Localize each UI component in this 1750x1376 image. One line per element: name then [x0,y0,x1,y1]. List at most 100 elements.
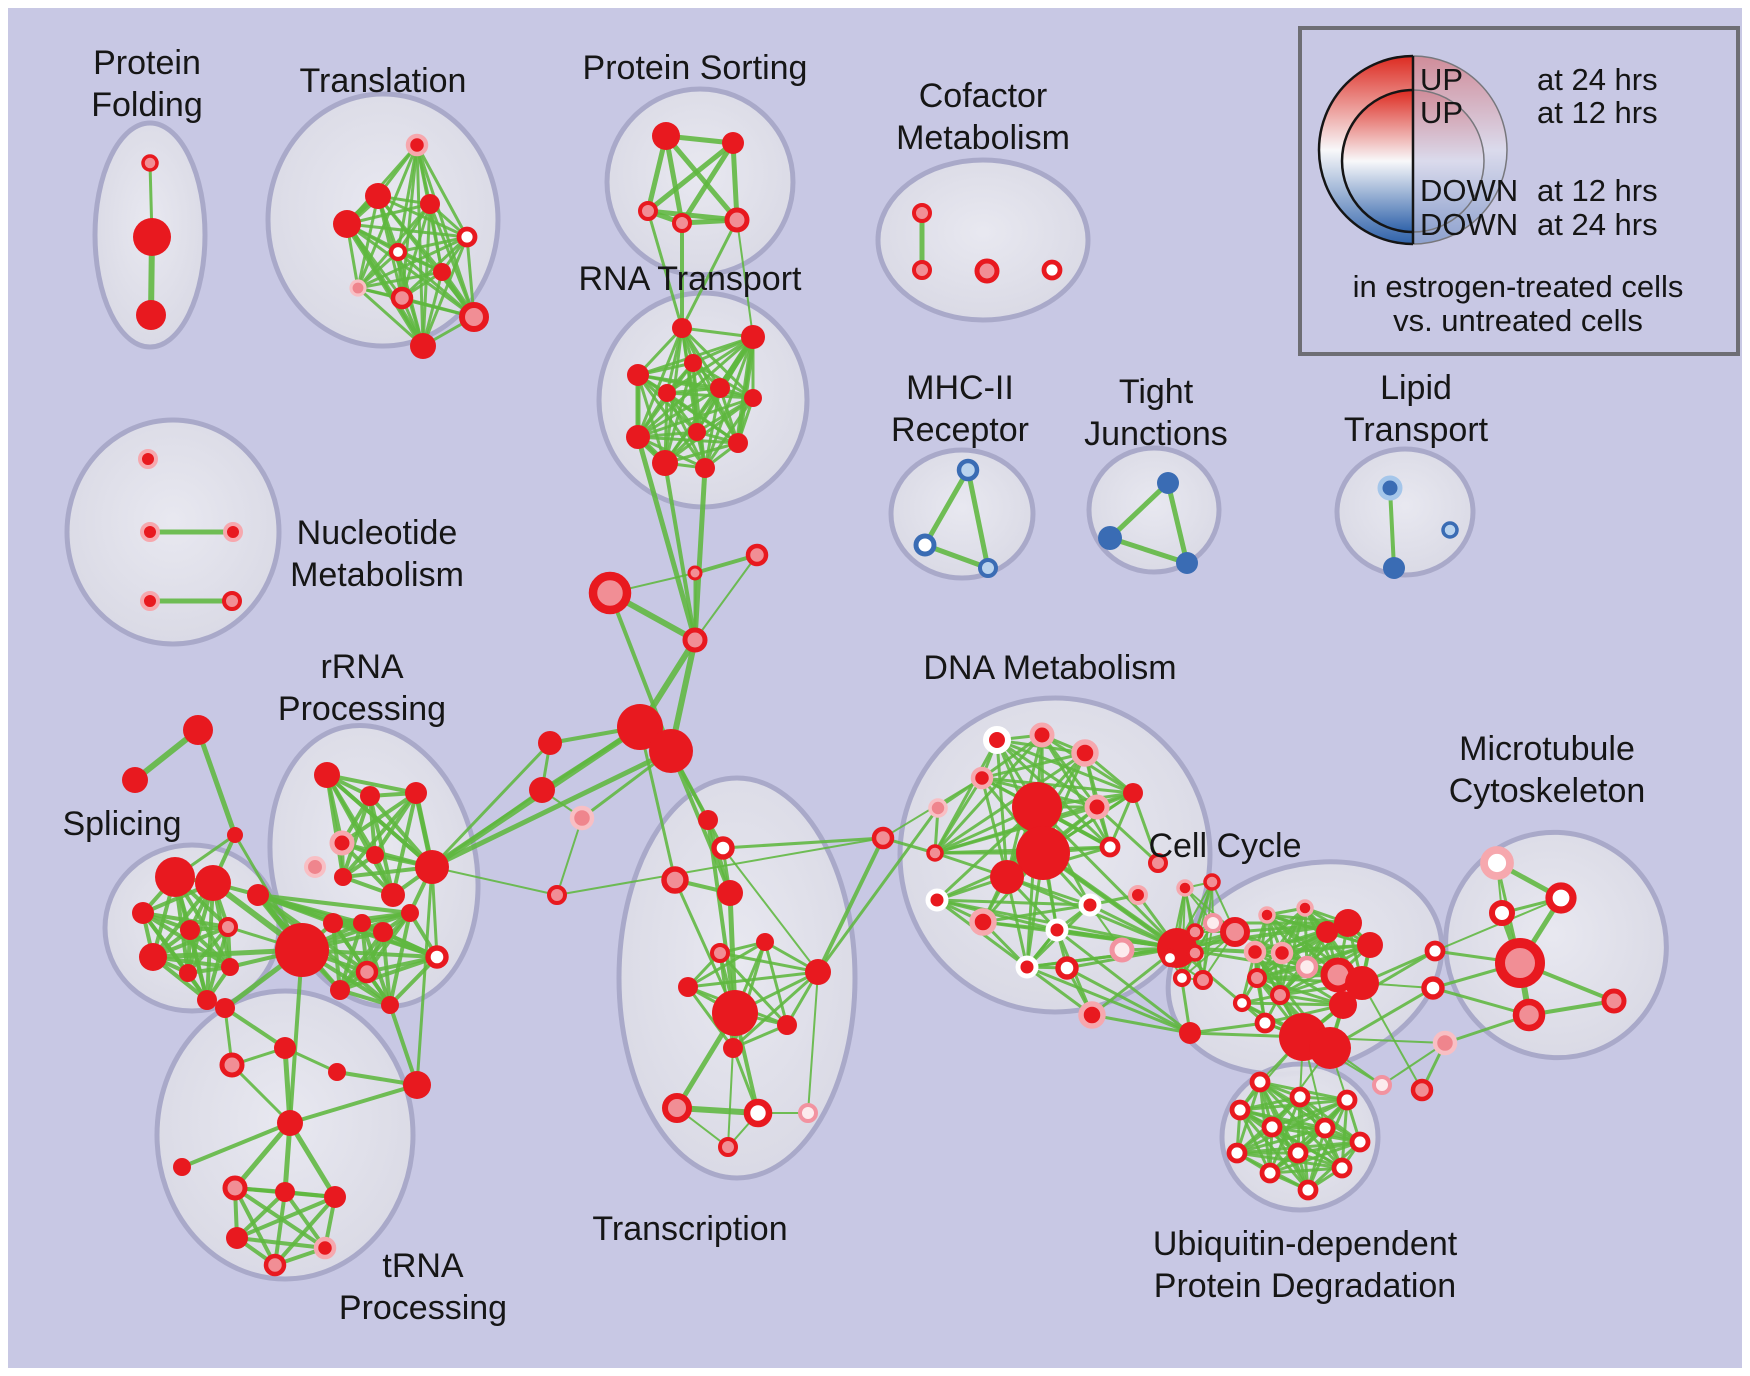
legend-time-0: at 24 hrs [1537,62,1658,97]
gene-node [381,996,399,1014]
gene-node [180,920,200,940]
edge [429,748,674,870]
gene-node [1345,966,1379,1000]
gene-node [122,767,148,793]
edge [1090,1013,1192,1035]
edge [736,219,754,338]
gene-node [373,922,393,942]
gene-node [1109,937,1135,963]
gene-node [711,836,735,860]
gene-node [743,1098,773,1128]
gene-node [990,860,1024,894]
gene-node [1331,1157,1353,1179]
gene-node [1078,893,1102,917]
edge [325,773,345,879]
gene-node [263,1253,287,1277]
gene-node [1160,948,1180,968]
gene-node [221,958,239,976]
gene-node [223,522,243,542]
gene-node [871,826,895,850]
edge [763,940,789,1027]
gene-node [330,980,350,1000]
edge [556,837,884,896]
gene-node [1229,1099,1251,1121]
edge [686,970,820,989]
edge [665,391,707,470]
edge [1107,535,1190,566]
gene-node [1055,956,1079,980]
edge [692,465,708,643]
cluster-label-mhc-ii-receptor: MHC-II [906,369,1014,407]
edge [288,948,304,1125]
cluster-ellipse-cofactor-metabolism [875,157,1091,323]
edge [1188,1021,1267,1035]
edge [180,1121,292,1169]
edge [933,776,984,855]
cluster-label-lipid-transport: Lipid [1380,369,1452,407]
edge [638,725,677,882]
gene-node [1357,932,1383,958]
edge [1165,480,1190,566]
gene-node [1012,782,1062,832]
gene-node [1334,909,1362,937]
edge [1255,976,1345,1007]
gene-node [1545,882,1577,914]
cluster-label-protein-folding: Protein [93,44,201,82]
gene-node [1186,944,1204,962]
legend-time-3: at 24 hrs [1537,207,1658,242]
gene-node [805,959,831,985]
gene-node [649,729,693,773]
gene-node [1432,1030,1458,1056]
cluster-label-cofactor-metabolism: Cofactor [919,77,1048,115]
edge [344,221,426,349]
edge [345,222,476,319]
edge [1065,966,1192,1035]
edge [356,194,380,290]
cluster-label-nucleotide-metabolism: Nucleotide [297,514,458,552]
legend-inner-left-arc [1340,88,1414,234]
gene-node [1243,940,1267,964]
gene-node [652,122,680,150]
gene-node [155,857,195,897]
edge [415,143,469,239]
gene-node [133,218,171,256]
gene-node [183,715,213,745]
gene-node [682,627,708,653]
edge [727,1047,734,1148]
gene-node [219,1052,245,1078]
gene-node [173,1158,191,1176]
edge [1040,733,1112,849]
legend-outer-left-arc [1317,54,1414,246]
gene-node [978,558,998,578]
gene-node [1098,526,1122,550]
edge [288,1083,419,1125]
edge [235,1236,327,1250]
cluster-label-rna-transport: RNA Transport [579,260,803,298]
edge [233,1186,277,1267]
gene-node [328,1063,346,1081]
edge [415,143,476,319]
gene-node [1314,1117,1336,1139]
gene-node [1259,1162,1281,1184]
gene-node [1261,1116,1283,1138]
cluster-ellipse-protein-sorting [604,86,796,278]
gene-node [672,318,692,338]
gene-node [139,943,167,971]
gene-node [329,830,355,856]
edge [1055,928,1192,1035]
gene-node [1172,968,1192,988]
edge [388,1003,419,1087]
gene-node [1270,941,1294,965]
gene-node [724,207,750,233]
gene-node [138,449,158,469]
edge [965,467,991,571]
gene-node [777,1015,797,1035]
gene-node [390,286,414,310]
edge [186,925,230,975]
gene-node [313,1236,337,1260]
gene-node [360,786,380,806]
edge [663,133,740,223]
gene-node [798,1103,818,1123]
gene-node [756,933,774,951]
